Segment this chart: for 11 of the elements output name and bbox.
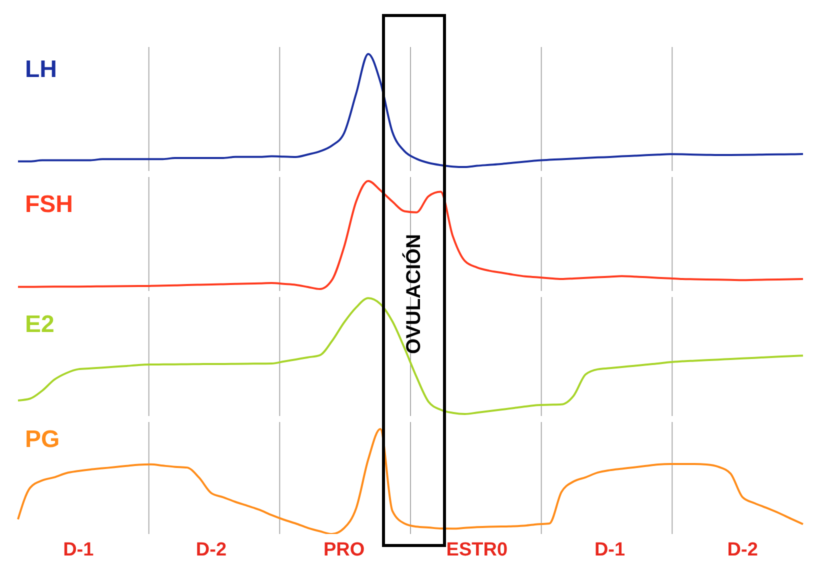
x-tick-label: ESTR0: [446, 539, 508, 560]
series-label: PG: [25, 426, 60, 454]
series-label: E2: [25, 311, 54, 339]
x-tick-label: D-1: [594, 539, 626, 560]
text: LH: [25, 56, 57, 84]
x-tick-label: PRO: [323, 539, 365, 560]
x-tick-label: D-1: [63, 539, 94, 560]
annotation: OVULACIÓN: [402, 233, 426, 356]
x-tick-label: D-2: [196, 539, 227, 560]
text: FSH: [25, 191, 73, 219]
x-tick-label: D-2: [727, 539, 758, 560]
